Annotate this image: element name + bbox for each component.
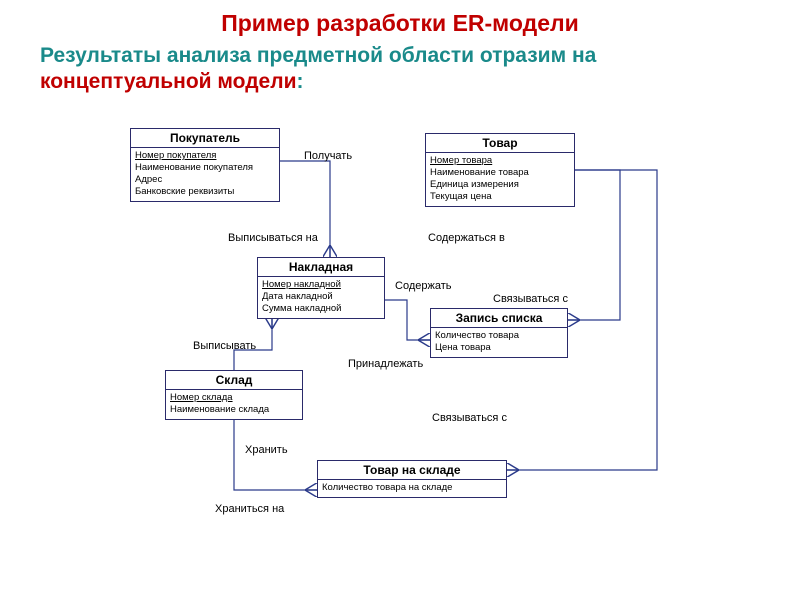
attr: Номер товара xyxy=(430,155,570,167)
attr: Номер склада xyxy=(170,392,298,404)
attr: Сумма накладной xyxy=(262,303,380,315)
entity-listentry-name: Запись списка xyxy=(431,309,567,328)
rel-store: Хранить xyxy=(245,444,288,456)
entity-customer-name: Покупатель xyxy=(131,129,279,148)
attr: Адрес xyxy=(135,174,275,186)
rel-contained-in: Содержаться в xyxy=(428,232,505,244)
entity-warehouse: Склад Номер склада Наименование склада xyxy=(165,370,303,420)
subtitle-part2: концептуальной модели xyxy=(40,70,296,93)
attr: Банковские реквизиты xyxy=(135,186,275,198)
attr: Наименование склада xyxy=(170,404,298,416)
rel-written-for: Выписываться на xyxy=(228,232,318,244)
rel-write: Выписывать xyxy=(193,340,256,352)
entity-invoice-attrs: Номер накладной Дата накладной Сумма нак… xyxy=(258,277,384,318)
page-title: Пример разработки ER-модели xyxy=(0,0,800,37)
entity-invoice: Накладная Номер накладной Дата накладной… xyxy=(257,257,385,319)
entity-stock-attrs: Количество товара на складе xyxy=(318,480,506,497)
attr: Дата накладной xyxy=(262,291,380,303)
entity-stock: Товар на складе Количество товара на скл… xyxy=(317,460,507,498)
attr: Текущая цена xyxy=(430,191,570,203)
entity-customer: Покупатель Номер покупателя Наименование… xyxy=(130,128,280,202)
rel-receive: Получать xyxy=(304,150,352,162)
attr: Цена товара xyxy=(435,342,563,354)
attr: Номер покупателя xyxy=(135,150,275,162)
page-subtitle: Результаты анализа предметной области от… xyxy=(0,37,800,96)
entity-invoice-name: Накладная xyxy=(258,258,384,277)
entity-customer-attrs: Номер покупателя Наименование покупателя… xyxy=(131,148,279,201)
attr: Единица измерения xyxy=(430,179,570,191)
entity-listentry: Запись списка Количество товара Цена тов… xyxy=(430,308,568,358)
rel-belong: Принадлежать xyxy=(348,358,423,370)
rel-stored-on: Храниться на xyxy=(215,503,284,515)
attr: Номер накладной xyxy=(262,279,380,291)
entity-stock-name: Товар на складе xyxy=(318,461,506,480)
entity-warehouse-name: Склад xyxy=(166,371,302,390)
rel-link-with: Связываться с xyxy=(493,293,568,305)
entity-product-attrs: Номер товара Наименование товара Единица… xyxy=(426,153,574,206)
entity-product: Товар Номер товара Наименование товара Е… xyxy=(425,133,575,207)
rel-link-with2: Связываться с xyxy=(432,412,507,424)
entity-listentry-attrs: Количество товара Цена товара xyxy=(431,328,567,357)
subtitle-part1: Результаты анализа предметной области от… xyxy=(40,44,596,67)
subtitle-colon: : xyxy=(296,70,303,93)
attr: Наименование покупателя xyxy=(135,162,275,174)
attr: Наименование товара xyxy=(430,167,570,179)
attr: Количество товара xyxy=(435,330,563,342)
entity-warehouse-attrs: Номер склада Наименование склада xyxy=(166,390,302,419)
rel-contain: Содержать xyxy=(395,280,451,292)
entity-product-name: Товар xyxy=(426,134,574,153)
attr: Количество товара на складе xyxy=(322,482,502,494)
